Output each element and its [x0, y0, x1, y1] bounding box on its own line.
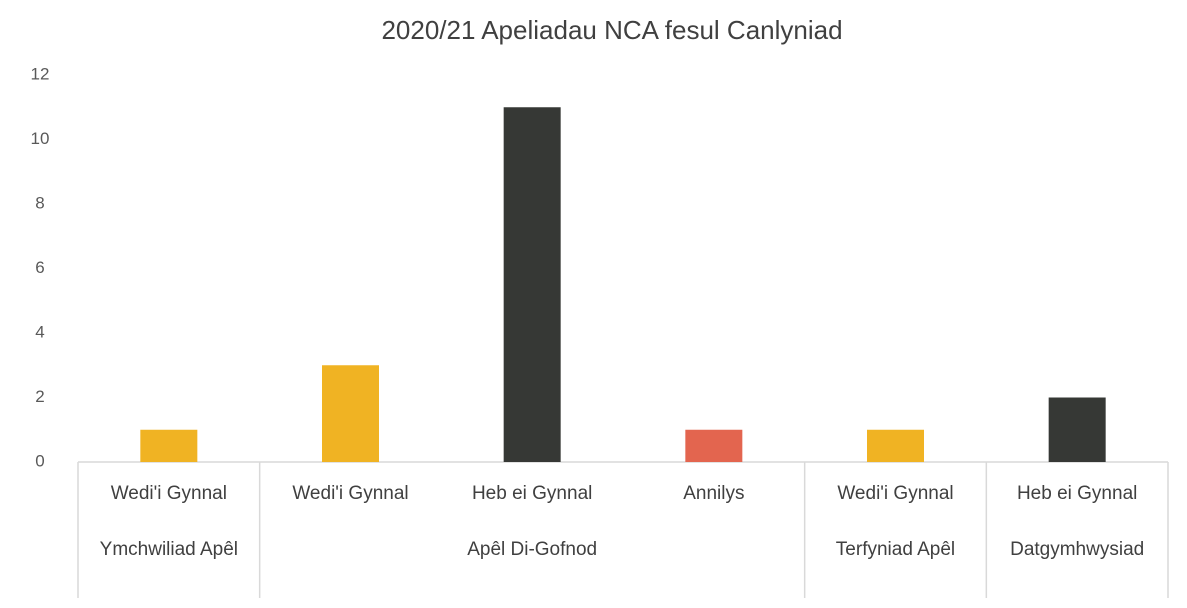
bar: [1048, 397, 1106, 462]
bar: [867, 429, 924, 462]
y-tick-label: 0: [35, 451, 44, 470]
bar: [685, 429, 743, 462]
group-label: Apêl Di-Gofnod: [467, 539, 598, 560]
x-tick-label: Annilys: [683, 483, 745, 504]
y-tick-label: 2: [35, 387, 44, 406]
x-tick-label: Heb ei Gynnal: [471, 483, 593, 504]
group-label: Datgymhwysiad: [1010, 539, 1145, 560]
bar: [503, 107, 561, 462]
x-tick-label: Wedi'i Gynnal: [110, 483, 227, 504]
chart-title: 2020/21 Apeliadau NCA fesul Canlyniad: [381, 15, 842, 45]
y-tick-label: 8: [35, 193, 44, 212]
x-tick-label: Wedi'i Gynnal: [292, 483, 409, 504]
y-tick-label: 6: [35, 258, 44, 277]
bar: [322, 365, 379, 462]
group-label: Terfyniad Apêl: [835, 539, 956, 560]
group-label: Ymchwiliad Apêl: [99, 539, 238, 560]
x-tick-label: Wedi'i Gynnal: [837, 483, 954, 504]
y-tick-label: 12: [31, 64, 50, 83]
bar: [140, 429, 198, 462]
y-tick-label: 10: [31, 129, 50, 148]
y-tick-label: 4: [35, 322, 44, 341]
x-tick-label: Heb ei Gynnal: [1016, 483, 1138, 504]
